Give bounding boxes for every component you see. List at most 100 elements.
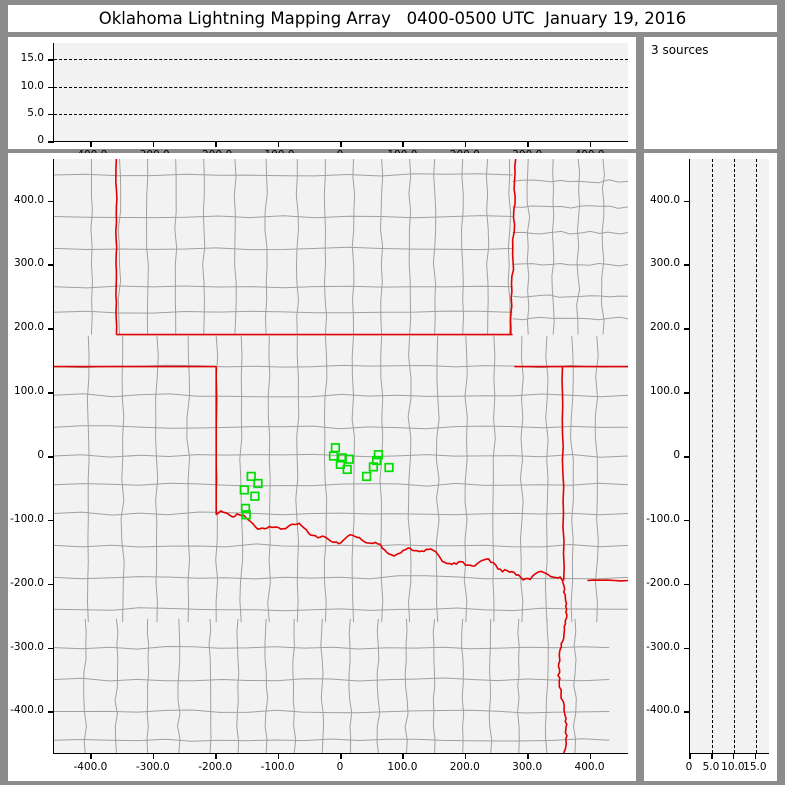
- county-border: [120, 335, 125, 623]
- y-axis-tick: [684, 519, 690, 522]
- gridline-horizontal: [54, 86, 628, 88]
- map-geography-canvas: [54, 159, 628, 753]
- county-border: [208, 618, 212, 753]
- y-axis-tick: [48, 59, 54, 61]
- county-border: [432, 618, 436, 753]
- source-marker: [253, 478, 263, 489]
- x-axis-tick-label: -300.0: [135, 761, 170, 773]
- plan-view-map-panel[interactable]: -400.0 -300.0 -200.0 -100.0 0 100.0 200.0 300.0…: [8, 153, 636, 781]
- x-axis-tick: [527, 141, 529, 147]
- county-border: [351, 159, 356, 335]
- y-axis-tick-label: 10.0: [20, 79, 44, 92]
- county-border: [519, 335, 524, 623]
- source-marker: [373, 450, 384, 460]
- county-border: [576, 159, 581, 335]
- county-border: [86, 335, 90, 623]
- gridline-vertical: [711, 159, 713, 753]
- county-border: [404, 618, 409, 753]
- county-border: [594, 335, 599, 623]
- y-axis-tick-label: 100.0: [13, 385, 44, 398]
- county-border: [485, 159, 490, 335]
- county-border: [572, 618, 577, 753]
- x-axis-tick: [402, 753, 404, 759]
- gridline-horizontal: [54, 59, 628, 61]
- plan-view-map-plot-area[interactable]: [53, 159, 628, 754]
- altitude-vs-north-south-canvas: [690, 159, 769, 753]
- county-border: [54, 173, 513, 177]
- y-axis-tick-label: -400.0: [10, 704, 44, 717]
- county-border: [432, 159, 437, 335]
- county-border: [295, 159, 300, 335]
- gridline-vertical: [733, 159, 735, 753]
- county-border: [512, 205, 628, 209]
- y-axis-tick-label: -100.0: [10, 512, 44, 525]
- county-border: [114, 618, 119, 753]
- y-axis-tick: [48, 141, 54, 143]
- altitude-vs-north-south-plot-area[interactable]: [689, 159, 769, 754]
- county-border: [233, 159, 237, 335]
- altitude-vs-north-south-panel[interactable]: 0 5.0 10.0 15.0 -400.0 -300.0 -200.0 -100.0 0 100…: [644, 153, 777, 781]
- y-axis-tick: [684, 392, 690, 394]
- county-border: [117, 159, 122, 335]
- y-axis-tick: [48, 264, 54, 266]
- x-axis-tick: [464, 141, 467, 147]
- x-axis-tick: [402, 141, 404, 147]
- x-axis-tick-label: -400.0: [73, 761, 108, 773]
- altitude-vs-east-west-plot-area[interactable]: [53, 43, 628, 142]
- county-border: [54, 310, 513, 314]
- y-axis-tick: [48, 647, 54, 650]
- x-axis-tick: [215, 141, 217, 147]
- county-border: [155, 335, 159, 623]
- y-axis-tick-label: 400.0: [649, 193, 680, 206]
- state-border: [509, 159, 517, 335]
- x-axis-tick-label: 15.0: [743, 761, 767, 773]
- x-axis-tick: [340, 753, 342, 759]
- x-axis-tick: [589, 141, 592, 147]
- x-axis-tick: [215, 753, 217, 759]
- source-marker: [240, 503, 251, 514]
- county-border: [264, 618, 269, 753]
- county-border: [90, 159, 94, 335]
- source-marker: [328, 451, 339, 461]
- y-axis-tick: [48, 328, 54, 330]
- x-axis-tick: [689, 753, 691, 759]
- county-border: [54, 425, 628, 430]
- source-marker: [384, 462, 394, 473]
- x-axis-tick-label: 100.0: [387, 761, 418, 773]
- county-border: [488, 618, 493, 753]
- county-border: [351, 335, 355, 623]
- state-border: [587, 579, 628, 582]
- county-border: [54, 607, 628, 612]
- county-border: [54, 246, 513, 251]
- county-border: [600, 159, 605, 335]
- county-border: [145, 159, 149, 335]
- county-border: [379, 335, 384, 623]
- county-border: [54, 543, 628, 548]
- y-axis-tick-label: 400.0: [13, 193, 44, 206]
- y-axis-tick: [684, 200, 690, 203]
- county-border: [348, 618, 353, 753]
- county-border: [239, 335, 244, 623]
- source-marker: [368, 462, 379, 472]
- source-marker: [342, 464, 352, 475]
- source-count-panel: 3 sources: [644, 37, 777, 149]
- x-axis-tick-label: 10.0: [721, 761, 745, 773]
- county-border: [54, 482, 628, 487]
- county-border: [512, 262, 628, 267]
- state-border: [557, 580, 568, 753]
- county-border: [54, 709, 610, 714]
- county-border: [407, 335, 412, 623]
- county-border: [83, 618, 87, 753]
- county-border: [492, 335, 496, 623]
- source-marker: [241, 510, 251, 520]
- x-axis-tick: [90, 141, 93, 147]
- county-border: [320, 618, 325, 753]
- source-marker: [361, 471, 372, 482]
- county-border: [569, 335, 574, 623]
- x-axis-tick-label: 5.0: [702, 761, 720, 773]
- altitude-vs-east-west-panel[interactable]: 05.010.015.0-400.0-300.0-200.0-100.00100…: [8, 37, 636, 161]
- y-axis-tick-label: -100.0: [646, 512, 680, 525]
- county-border: [512, 316, 628, 321]
- county-border: [264, 159, 268, 335]
- county-border: [54, 453, 628, 458]
